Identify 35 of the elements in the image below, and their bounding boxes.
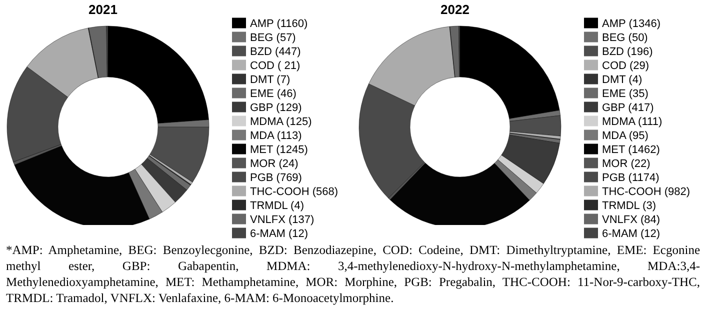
legend-label: PGB (769) [250, 172, 302, 184]
legend-label: DMT (7) [250, 74, 290, 86]
legend-label: BEG (50) [602, 32, 648, 44]
legend-label: COD (29) [602, 60, 650, 72]
legend-label: MOR (22) [602, 158, 650, 170]
legend-label: PGB (1174) [602, 172, 660, 184]
legend-label: AMP (1346) [602, 18, 660, 30]
legend-label: TRMDL (3) [602, 200, 656, 212]
legend-label: VNLFX (137) [250, 214, 314, 226]
legend-label: EME (46) [250, 88, 296, 100]
legend-label: 6-MAM (12) [602, 228, 660, 240]
chart-title: 2021 [88, 2, 118, 17]
legend-label: DMT (4) [602, 74, 642, 86]
legend-label: BZD (447) [250, 46, 301, 58]
legend-label: TRMDL (4) [250, 200, 304, 212]
legend-label: BZD (196) [602, 46, 653, 58]
legend-label: 6-MAM (12) [250, 228, 308, 240]
legend-label: GBP (129) [250, 102, 302, 114]
legend-label: MDMA (111) [602, 116, 662, 128]
legend-label: THC-COOH (982) [602, 186, 690, 198]
legend-label: BEG (57) [250, 32, 296, 44]
legend-label: COD ( 21) [250, 60, 300, 72]
legend-label: MDMA (125) [250, 116, 312, 128]
text: *AMP: Amphetamine, BEG: Benzoylecgonine, BZD: Benzodiazepine, COD: Codeine, DMT: Dimethyltryptamine, EME: Ecgonine methyl ester, GBP: Gabapentin, MDMA: 3,4-methylenedioxy-N-hydroxy-N-methylamphetamine, MDA:3,4-Methylenedioxyamphetamine, MET: Methamphetamine, MOR: Morphine, PGB: Pregabalin, THC-COOH: 11-Nor-9-carboxy-THC, TRMDL: Tramadol, VNFLX: Venlafaxine, 6-MAM: 6-Monoacetylmorphine. [6, 242, 700, 306]
legend-label: EME (35) [602, 88, 648, 100]
legend-label: MET (1245) [250, 144, 308, 156]
legend-label: MDA (113) [250, 130, 302, 142]
legend-label: GBP (417) [602, 102, 654, 114]
legend-label: MDA (95) [602, 130, 648, 142]
chart-title: 2022 [440, 2, 470, 17]
legend-label: THC-COOH (568) [250, 186, 338, 198]
legend-label: MET (1462) [602, 144, 660, 156]
legend-label: VNLFX (84) [602, 214, 660, 226]
legend-label: MOR (24) [250, 158, 298, 170]
legend-label: AMP (1160) [250, 18, 308, 30]
